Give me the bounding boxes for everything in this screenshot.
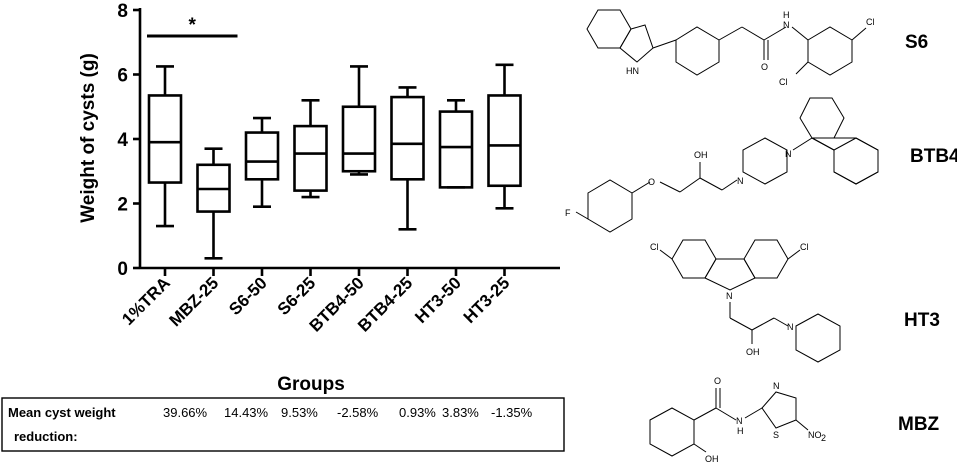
reduction-value: 3.83% bbox=[442, 405, 479, 420]
significance-marker: * bbox=[189, 15, 197, 36]
mbz-benzene-ring bbox=[649, 407, 695, 457]
significance-bracket: * bbox=[147, 15, 238, 38]
ht3-left-benzene-ring bbox=[671, 239, 717, 279]
y-tick-label: 8 bbox=[117, 1, 128, 22]
x-axis-title: Groups bbox=[277, 374, 345, 395]
box-iqr bbox=[390, 95, 425, 181]
mbz-atom-no2-subscript: 2 bbox=[821, 433, 826, 443]
box-ht3-50 bbox=[438, 99, 474, 276]
s6-chlorophenyl-ring bbox=[807, 26, 853, 76]
y-tick-label: 0 bbox=[117, 259, 128, 280]
s6-atom-cl2: Cl bbox=[779, 77, 788, 87]
y-tick-label: 6 bbox=[117, 66, 128, 87]
mbz-atom-n2: N bbox=[773, 381, 780, 391]
compound-name-btb4: BTB4 bbox=[910, 146, 957, 167]
btb4-atom-f: F bbox=[565, 208, 571, 218]
box-iqr bbox=[341, 105, 377, 173]
reduction-value: 0.93% bbox=[399, 405, 436, 420]
ht3-atom-oh: OH bbox=[746, 347, 760, 357]
s6-atom-hn: HN bbox=[626, 66, 639, 76]
x-category-label: S6-25 bbox=[274, 273, 320, 319]
box-iqr bbox=[244, 131, 280, 181]
x-category-label: MBZ-25 bbox=[165, 273, 222, 330]
box-mbz-25 bbox=[196, 147, 231, 276]
s6-cyclohexane-ring bbox=[675, 26, 720, 76]
structure-btb4: F O OH N N BTB4 bbox=[565, 97, 957, 233]
btb4-fluorophenyl-ring bbox=[587, 179, 633, 233]
s6-pyrrole-ring bbox=[619, 24, 654, 63]
reduction-value: 39.66% bbox=[163, 405, 208, 420]
ht3-atom-n1: N bbox=[726, 291, 733, 301]
compound-name-mbz: MBZ bbox=[898, 414, 940, 435]
boxes bbox=[147, 63, 522, 276]
btb4-atom-n1: N bbox=[737, 176, 744, 186]
compound-name-s6: S6 bbox=[905, 32, 928, 53]
reduction-value: 14.43% bbox=[224, 405, 269, 420]
box-iqr bbox=[147, 94, 183, 184]
btb4-phenyl-ring-1 bbox=[799, 97, 845, 139]
reduction-label-line2: reduction: bbox=[14, 429, 78, 444]
ht3-atom-n2: N bbox=[787, 322, 794, 332]
mbz-thiazole-ring bbox=[761, 391, 797, 429]
box-iqr bbox=[293, 124, 328, 192]
ht3-right-benzene-ring bbox=[743, 239, 789, 279]
mbz-atom-o: O bbox=[714, 376, 721, 386]
s6-atom-n: N bbox=[783, 20, 790, 30]
box-iqr bbox=[487, 94, 522, 188]
reduction-value: -1.35% bbox=[491, 405, 533, 420]
ht3-atom-cl2: Cl bbox=[800, 242, 809, 252]
reduction-label-line1: Mean cyst weight bbox=[8, 405, 116, 420]
y-axis-title: Weight of cysts (g) bbox=[78, 53, 99, 223]
reduction-table: Mean cyst weight reduction: 39.66% 14.43%… bbox=[1, 397, 565, 452]
reduction-value: -2.58% bbox=[337, 405, 379, 420]
btb4-phenyl-ring-2 bbox=[833, 137, 879, 185]
box-iqr bbox=[438, 110, 474, 189]
x-category-label: HT3-50 bbox=[411, 273, 465, 327]
btb4-atom-o: O bbox=[648, 177, 655, 187]
s6-atom-o: O bbox=[761, 62, 768, 72]
btb4-atom-oh: OH bbox=[694, 150, 708, 160]
reduction-table-border bbox=[1, 397, 565, 452]
box-btb4-25 bbox=[390, 86, 425, 276]
mbz-atom-s: S bbox=[773, 430, 779, 440]
reduction-value: 9.53% bbox=[281, 405, 318, 420]
s6-atom-h: H bbox=[783, 10, 790, 20]
btb4-piperazine-ring bbox=[742, 137, 788, 185]
y-ticks: 0 2 4 6 8 bbox=[117, 1, 140, 280]
x-category-label: HT3-25 bbox=[460, 273, 514, 327]
structure-ht3: Cl Cl N OH N HT3 bbox=[650, 239, 940, 363]
box-s6-25 bbox=[293, 99, 328, 276]
s6-benzene-ring bbox=[586, 9, 632, 49]
y-tick-label: 2 bbox=[117, 195, 128, 216]
structure-s6: HN O H N Cl Cl S6 bbox=[586, 9, 928, 87]
reduction-values: 39.66% 14.43% 9.53% -2.58% 0.93% 3.83% -1.35% bbox=[163, 405, 533, 420]
box-1-tra bbox=[147, 65, 183, 276]
ht3-pyrrole-ring bbox=[704, 258, 756, 291]
box-ht3-25 bbox=[487, 63, 522, 276]
box-btb4-50 bbox=[341, 65, 377, 276]
x-category-label: S6-50 bbox=[225, 273, 271, 319]
box-s6-50 bbox=[244, 116, 280, 276]
y-tick-label: 4 bbox=[117, 130, 128, 151]
ht3-atom-cl1: Cl bbox=[650, 242, 659, 252]
structure-mbz: OH O N H N S NO 2 MBZ bbox=[649, 376, 940, 464]
compound-name-ht3: HT3 bbox=[904, 310, 940, 331]
mbz-atom-oh: OH bbox=[705, 454, 719, 464]
ht3-piperidine-ring bbox=[795, 313, 841, 363]
s6-atom-cl1: Cl bbox=[866, 17, 875, 27]
btb4-atom-n2: N bbox=[785, 149, 792, 159]
mbz-atom-h: H bbox=[737, 426, 744, 436]
x-category-label: 1%TRA bbox=[118, 273, 174, 329]
mbz-atom-no: NO bbox=[808, 430, 822, 440]
mbz-atom-n1: N bbox=[736, 416, 743, 426]
